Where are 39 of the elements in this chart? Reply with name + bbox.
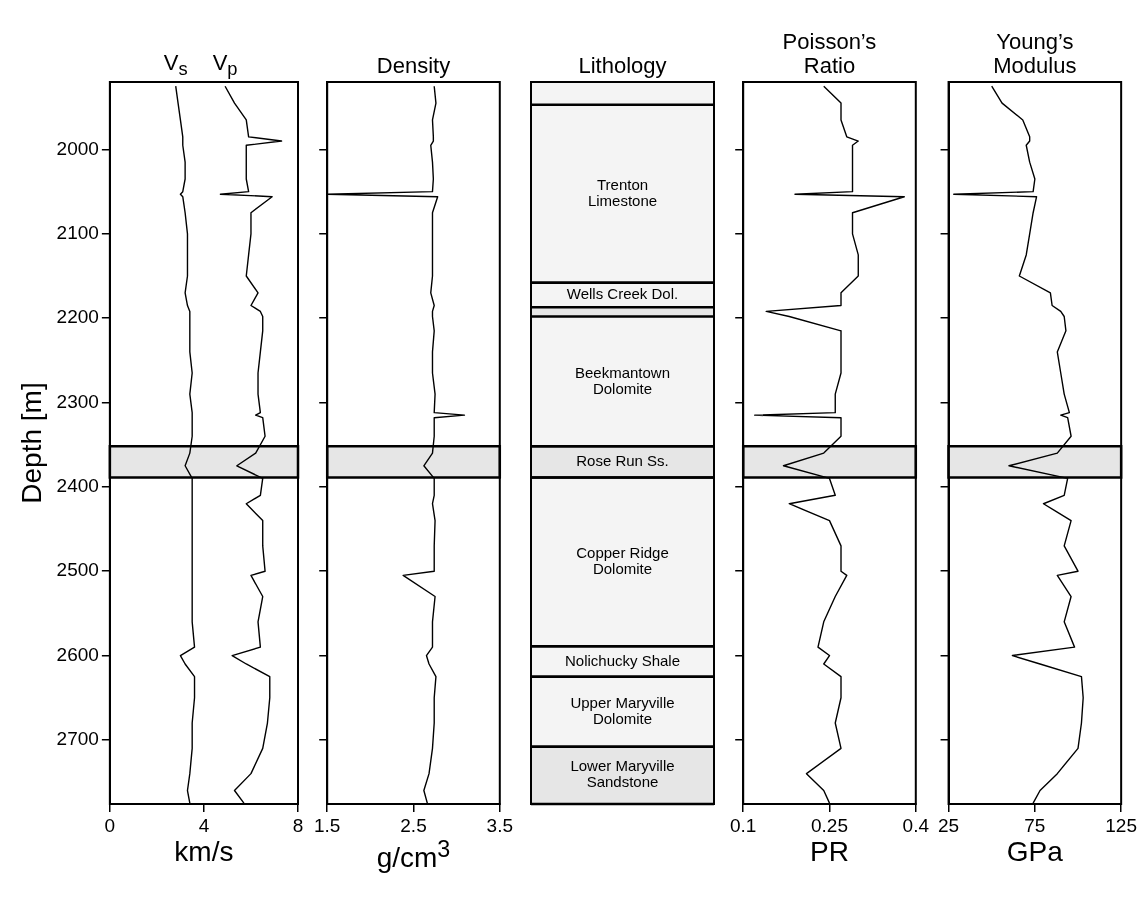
x-tick-label: 1.5 — [314, 814, 341, 836]
series-label: Upper Maryville Dolomite — [570, 693, 675, 727]
series-label: Copper Ridge Dolomite — [576, 544, 669, 578]
series-label: V$_{p}$ — [211, 50, 239, 81]
chart-title: Lithology — [577, 53, 668, 78]
y-tick-label: 2200 — [56, 306, 99, 328]
x-axis-title: GPa — [1005, 836, 1064, 868]
y-tick-label: 2400 — [56, 475, 99, 497]
series-label: Beekmantown Dolomite — [574, 363, 671, 397]
y-tick-label: 2600 — [56, 643, 99, 665]
y-axis-title: Depth [m] — [15, 382, 47, 504]
x-tick-label: 25 — [938, 814, 960, 836]
x-axis-title: PR — [809, 836, 850, 868]
x-axis-title: km/s — [173, 836, 235, 868]
x-tick-label: 125 — [1105, 814, 1137, 836]
y-tick-label: 2500 — [56, 559, 99, 581]
series-label: V$_{s}$ — [162, 50, 189, 81]
x-tick-label: 0 — [104, 814, 116, 836]
series-label: Wells Creek Dol. — [566, 285, 679, 303]
series-label: Rose Run Ss. — [576, 452, 669, 470]
series-label: Trenton Limestone — [587, 175, 658, 209]
x-tick-label: 0.25 — [811, 814, 848, 836]
chart-title: Poisson’s Ratio — [781, 29, 878, 78]
series-label: Nolichucky Shale — [564, 651, 681, 669]
x-tick-label: 75 — [1024, 814, 1046, 836]
chart-title: Density — [375, 53, 452, 78]
chart-title: Young’s Modulus — [992, 29, 1078, 78]
y-tick-label: 2100 — [56, 222, 99, 244]
x-tick-label: 2.5 — [400, 814, 427, 836]
x-tick-label: 4 — [198, 814, 210, 836]
y-tick-label: 2000 — [56, 137, 99, 159]
x-axis-title: g/cm$^{3}$ — [375, 836, 452, 875]
y-tick-label: 2300 — [56, 390, 99, 412]
series-label: Lower Maryville Sandstone — [570, 757, 675, 791]
x-tick-label: 3.5 — [486, 814, 513, 836]
x-tick-label: 0.1 — [730, 814, 757, 836]
x-tick-label: 0.4 — [902, 814, 930, 836]
x-tick-label: 8 — [292, 814, 304, 836]
y-tick-label: 2700 — [56, 728, 99, 750]
